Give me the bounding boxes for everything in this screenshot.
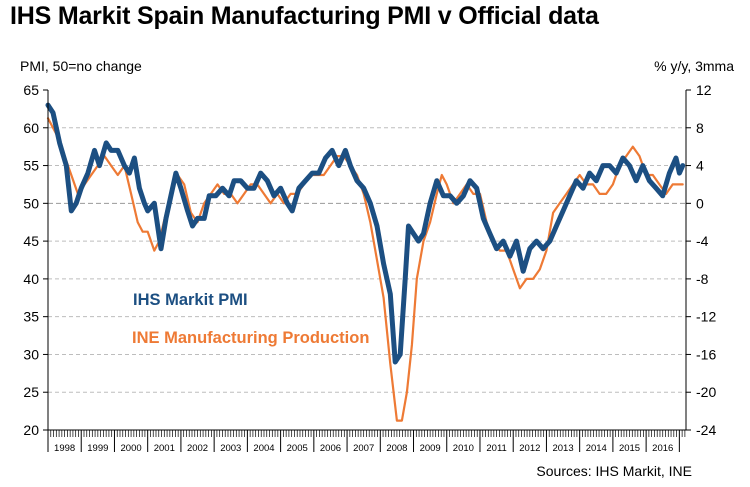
pmi-series-line xyxy=(45,102,686,365)
right-tick-label: 12 xyxy=(696,82,712,98)
year-label: 2011 xyxy=(486,443,506,454)
axes: 20 25 30 35 40 45 50 55 60 65 -24 -20 -16 -12 -8 -4 0 4 8 1… xyxy=(23,82,716,454)
left-tick-label: 60 xyxy=(23,120,39,136)
year-label: 2002 xyxy=(187,443,208,454)
chart-title: IHS Markit Spain Manufacturing PMI v Off… xyxy=(10,2,599,30)
source-note: Sources: IHS Markit, INE xyxy=(536,463,692,479)
right-tick-label: -16 xyxy=(696,346,716,362)
left-tick-label: 30 xyxy=(23,346,39,362)
legend-ine: INE Manufacturing Production xyxy=(132,329,369,347)
year-label: 2001 xyxy=(154,443,175,454)
year-label: 2004 xyxy=(253,443,274,454)
grid-lines xyxy=(48,127,686,393)
right-tick-label: 4 xyxy=(696,158,704,174)
right-tick-label: -20 xyxy=(696,384,716,400)
year-label: 2009 xyxy=(420,443,441,454)
right-tick-label: 8 xyxy=(696,120,704,136)
legend-pmi: IHS Markit PMI xyxy=(133,291,248,309)
left-tick-label: 45 xyxy=(23,233,39,249)
year-label: 1998 xyxy=(54,443,75,454)
year-label: 2010 xyxy=(453,443,474,454)
year-label: 2005 xyxy=(287,443,308,454)
year-label: 2014 xyxy=(586,443,607,454)
year-label: 2006 xyxy=(320,443,341,454)
right-tick-label: -12 xyxy=(696,309,716,325)
ine-series-line xyxy=(46,117,684,422)
legend: IHS Markit PMI INE Manufacturing Product… xyxy=(132,291,369,347)
year-label: 2016 xyxy=(652,443,673,454)
left-tick-label: 35 xyxy=(23,309,39,325)
left-tick-label: 25 xyxy=(23,384,39,400)
year-label: 1999 xyxy=(87,443,108,454)
year-label: 2003 xyxy=(220,443,241,454)
year-label: 2013 xyxy=(552,443,573,454)
right-axis-title: % y/y, 3mma xyxy=(654,58,734,74)
series-lines xyxy=(45,102,686,422)
right-tick-label: -24 xyxy=(696,422,716,438)
left-tick-label: 55 xyxy=(23,158,39,174)
left-tick-label: 50 xyxy=(23,195,39,211)
left-tick-label: 20 xyxy=(23,422,39,438)
year-label: 2012 xyxy=(519,443,540,454)
year-label: 2000 xyxy=(121,443,142,454)
year-label: 2007 xyxy=(353,443,374,454)
left-axis-title: PMI, 50=no change xyxy=(20,58,142,74)
year-label: 2008 xyxy=(386,443,407,454)
left-tick-label: 65 xyxy=(23,82,39,98)
right-tick-label: 0 xyxy=(696,195,704,211)
right-tick-label: -8 xyxy=(696,271,709,287)
right-tick-label: -4 xyxy=(696,233,709,249)
left-tick-label: 40 xyxy=(23,271,39,287)
year-label: 2015 xyxy=(619,443,640,454)
